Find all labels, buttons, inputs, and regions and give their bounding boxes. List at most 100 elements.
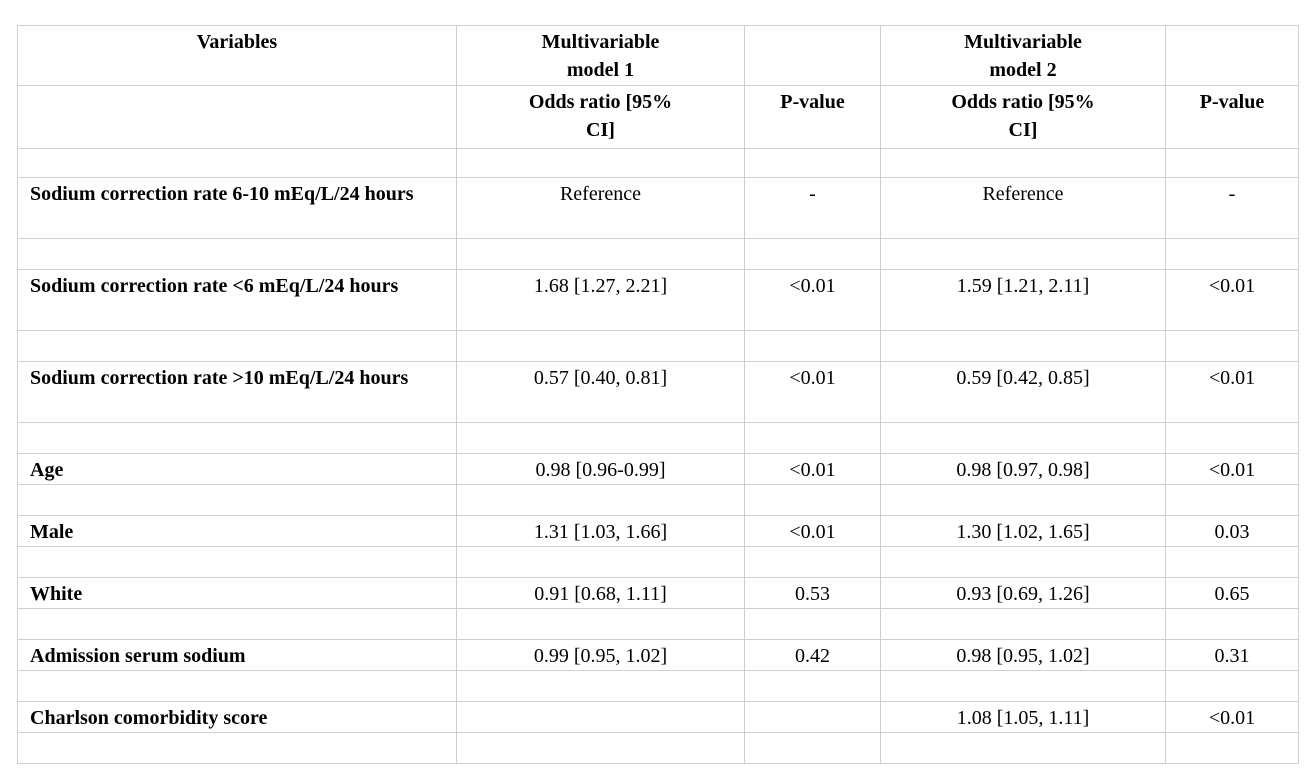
header-cell: Multivariable model 1 [456,25,745,86]
empty-cell [17,330,457,362]
table-body: Variables Multivariable model 1 Multivaria… [17,25,1299,764]
table-row: Odds ratio [95% CI] P-value Odds ratio [95… [17,85,1299,149]
odds-cell: 0.91 [0.68, 1.11] [456,577,745,609]
empty-cell [880,732,1166,764]
p-value-cell: 0.03 [1165,515,1299,547]
table-row: Male 1.31 [1.03, 1.66] <0.01 1.30 [1.02, 1.… [17,515,1299,547]
empty-cell [17,422,457,454]
odds-cell: 0.98 [0.96-0.99] [456,453,745,485]
table-row [17,484,1299,516]
table-row [17,732,1299,764]
empty-cell [744,148,881,178]
empty-cell [456,670,745,702]
table-row: Age 0.98 [0.96-0.99] <0.01 0.98 [0.97, 0.98… [17,453,1299,485]
table-row: Variables Multivariable model 1 Multivaria… [17,25,1299,86]
table-row [17,330,1299,362]
empty-cell [744,546,881,578]
p-value-cell-text: <0.01 [789,521,836,543]
odds-cell-text: 1.68 [1.27, 2.21] [533,275,668,297]
p-value-cell: 0.65 [1165,577,1299,609]
results-table: Variables Multivariable model 1 Multivaria… [17,25,1299,764]
table-row [17,608,1299,640]
odds-cell-text: 1.59 [1.21, 2.11] [956,275,1090,297]
odds-cell-text: 0.93 [0.69, 1.26] [956,583,1090,605]
table-row: Admission serum sodium 0.99 [0.95, 1.02] 0… [17,639,1299,671]
odds-cell-text: 0.98 [0.97, 0.98] [956,459,1090,481]
empty-cell [456,608,745,640]
header-cell [744,25,881,86]
p-value-cell-text: <0.01 [1208,275,1256,297]
empty-cell [1165,422,1299,454]
header-cell: Odds ratio [95% CI] [880,85,1166,149]
empty-cell [17,670,457,702]
empty-cell [1165,670,1299,702]
p-value-cell: <0.01 [1165,269,1299,331]
p-value-cell: 0.31 [1165,639,1299,671]
empty-cell [744,330,881,362]
empty-cell [744,238,881,270]
p-value-cell-text: <0.01 [789,367,836,389]
empty-cell [456,238,745,270]
p-value-cell-text: <0.01 [1208,707,1256,729]
empty-cell [456,484,745,516]
empty-cell [744,484,881,516]
header-cell-text: P-value [1199,91,1265,113]
empty-cell [744,670,881,702]
variable-cell-text: Age [30,459,64,481]
empty-cell [744,732,881,764]
odds-cell: Reference [880,177,1166,239]
p-value-cell: <0.01 [1165,361,1299,423]
p-value-cell: <0.01 [1165,701,1299,733]
variable-cell-text: Sodium correction rate >10 mEq/L/24 hour… [30,367,409,389]
header-cell [1165,25,1299,86]
odds-cell-text: 0.57 [0.40, 0.81] [533,367,668,389]
odds-cell: 1.31 [1.03, 1.66] [456,515,745,547]
header-cell-text: Odds ratio [95% CI] [528,91,673,141]
table-row: Sodium correction rate >10 mEq/L/24 hour… [17,361,1299,423]
odds-cell: 1.30 [1.02, 1.65] [880,515,1166,547]
p-value-cell-text: 0.53 [795,583,830,605]
odds-cell: 1.59 [1.21, 2.11] [880,269,1166,331]
p-value-cell: <0.01 [744,361,881,423]
p-value-cell: <0.01 [744,453,881,485]
variable-cell: Male [17,515,457,547]
empty-cell [1165,608,1299,640]
odds-cell: 0.99 [0.95, 1.02] [456,639,745,671]
empty-cell [17,608,457,640]
p-value-cell: 0.53 [744,577,881,609]
variable-cell: Age [17,453,457,485]
empty-cell [456,330,745,362]
empty-cell [17,484,457,516]
variable-cell: Sodium correction rate <6 mEq/L/24 hours [17,269,457,331]
odds-cell: 0.93 [0.69, 1.26] [880,577,1166,609]
odds-cell: 1.08 [1.05, 1.11] [880,701,1166,733]
p-value-cell-text: <0.01 [789,275,836,297]
header-cell-text: Multivariable model 1 [541,31,660,81]
table-row: Sodium correction rate <6 mEq/L/24 hours… [17,269,1299,331]
p-value-cell-text: <0.01 [1208,459,1256,481]
table-row: White 0.91 [0.68, 1.11] 0.53 0.93 [0.69, 1.… [17,577,1299,609]
empty-cell [880,422,1166,454]
empty-cell [17,546,457,578]
variable-cell-text: Sodium correction rate 6-10 mEq/L/24 hou… [30,183,414,205]
variable-cell: Sodium correction rate >10 mEq/L/24 hour… [17,361,457,423]
variable-cell-text: Admission serum sodium [30,645,246,667]
header-cell-text: P-value [780,91,845,113]
odds-cell: 0.59 [0.42, 0.85] [880,361,1166,423]
header-cell-text: Odds ratio [95% CI] [951,91,1095,141]
header-cell: Odds ratio [95% CI] [456,85,745,149]
empty-cell [456,422,745,454]
empty-cell [17,148,457,178]
p-value-cell-text: 0.31 [1214,645,1250,667]
header-cell [17,85,457,149]
empty-cell [1165,484,1299,516]
odds-cell: 0.98 [0.95, 1.02] [880,639,1166,671]
table-row [17,546,1299,578]
empty-cell [880,148,1166,178]
table-row: Charlson comorbidity score 1.08 [1.05, 1.… [17,701,1299,733]
variable-cell-text: Charlson comorbidity score [30,707,268,729]
odds-cell-text: 1.08 [1.05, 1.11] [956,707,1090,729]
table-row: Sodium correction rate 6-10 mEq/L/24 hou… [17,177,1299,239]
